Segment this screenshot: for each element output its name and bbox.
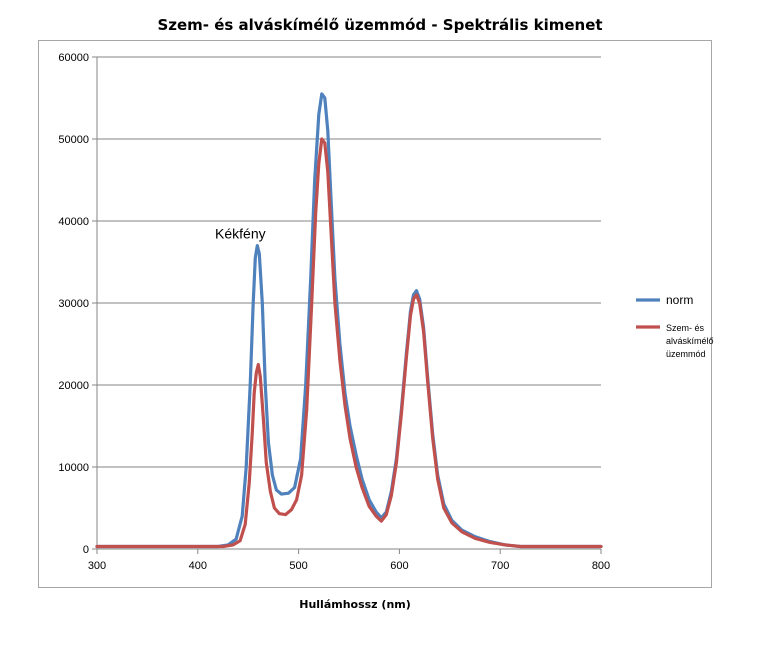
- series-line-2: [95, 137, 603, 549]
- x-tick-label: 400: [189, 560, 207, 572]
- x-tick-label: 300: [88, 560, 106, 572]
- series-line-1: [95, 92, 603, 549]
- x-tick-label: 700: [491, 560, 509, 572]
- y-tick-label: 50000: [58, 134, 89, 146]
- y-tick-label: 0: [83, 544, 89, 556]
- legend-label-2: Szem- és alváskímélő üzemmód: [666, 323, 714, 359]
- y-tick-label: 30000: [58, 298, 89, 310]
- x-axis-label: Hullámhossz (nm): [299, 598, 411, 611]
- x-tick-label: 800: [592, 560, 610, 572]
- y-tick-label: 20000: [58, 380, 89, 392]
- x-tick-label: 500: [289, 560, 307, 572]
- y-tick-label: 60000: [58, 52, 89, 64]
- x-tick-label: 600: [390, 560, 408, 572]
- legend-label-1: norm: [666, 293, 693, 307]
- annotation-label: Kékfény: [215, 225, 266, 241]
- y-tick-label: 40000: [58, 216, 89, 228]
- y-tick-label: 10000: [58, 462, 89, 474]
- chart-title: Szem- és alváskímélő üzemmód - Spektráli…: [157, 16, 603, 34]
- chart-area: [38, 40, 712, 588]
